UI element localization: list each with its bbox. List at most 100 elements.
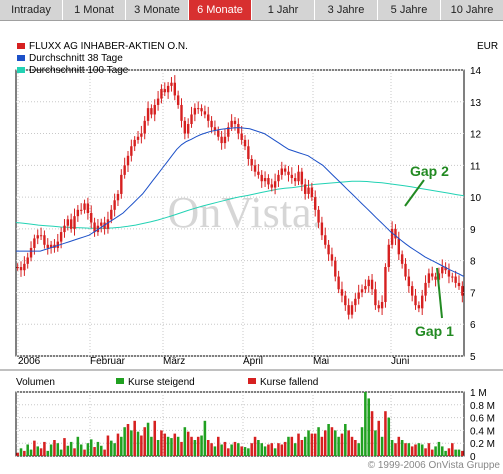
volume-bar — [380, 436, 384, 456]
volume-bar — [317, 427, 320, 456]
candle-body — [16, 267, 19, 269]
volume-bar — [237, 443, 240, 456]
chart-legend: FLUXX AG INHABER-AKTIEN O.N. Durchschnit… — [17, 41, 188, 76]
volume-y-tick-label: 0.4 M — [470, 426, 495, 437]
tab-10-jahre[interactable]: 10 Jahre — [450, 4, 494, 16]
tab-1-jahr[interactable]: 1 Jahr — [252, 0, 315, 20]
candle-body — [263, 178, 267, 182]
candle-body — [186, 124, 190, 134]
candle-body — [76, 209, 80, 217]
candle-body — [273, 181, 277, 188]
volume-bar — [86, 443, 90, 456]
volume-bar — [390, 440, 394, 456]
candle-body — [297, 171, 300, 182]
volume-swatch-rising — [116, 378, 124, 384]
candle-body — [46, 244, 49, 248]
candle-body — [173, 82, 177, 96]
volume-bar — [116, 433, 120, 456]
candle-body — [83, 203, 86, 210]
volume-y-tick-label: 0 — [470, 452, 476, 463]
candle-body — [267, 178, 270, 185]
volume-bar — [263, 446, 267, 456]
gap1-label: Gap 1 — [415, 323, 454, 339]
volume-bar — [39, 448, 43, 456]
volume-bar — [340, 433, 344, 456]
volume-bar — [113, 443, 116, 456]
candle-body — [163, 89, 166, 93]
volume-bar — [76, 436, 80, 456]
volume-bar — [123, 427, 126, 456]
volume-y-tick-label: 0.6 M — [470, 414, 495, 425]
candle-body — [374, 289, 377, 306]
y-tick-label: 7 — [470, 288, 476, 299]
volume-y-tick-label: 0.8 M — [470, 401, 495, 412]
tab-5-jahre[interactable]: 5 Jahre — [378, 0, 441, 20]
tab-6-monate[interactable]: 6 Monate — [189, 0, 252, 20]
gap1-arrow — [436, 267, 443, 319]
candle-body — [193, 108, 197, 115]
candle-body — [116, 193, 120, 201]
candle-body — [86, 203, 90, 213]
tab-1-monat[interactable]: 1 Monat — [63, 0, 126, 20]
volume-bar — [300, 440, 304, 456]
volume-bar — [89, 439, 93, 456]
candle-body — [153, 104, 156, 115]
candle-body — [146, 108, 150, 121]
tab-3-jahre[interactable]: 3 Jahre — [315, 0, 378, 20]
candle-body — [397, 238, 401, 255]
candle-body — [354, 298, 357, 306]
volume-y-ticks: 0 0.2 M 0.4 M0.6 M 0.8 M 1 M — [470, 388, 495, 463]
candle-body — [59, 232, 63, 242]
candle-body — [200, 108, 203, 112]
candle-body — [69, 219, 73, 229]
volume-bar — [49, 444, 53, 456]
volume-bar — [277, 443, 280, 456]
volume-bar — [79, 444, 83, 456]
volume-bar — [357, 443, 360, 456]
candle-body — [334, 260, 337, 277]
volume-bar — [176, 436, 180, 456]
ma38-line — [16, 127, 465, 278]
candle-body — [407, 276, 411, 287]
volume-bar — [16, 452, 19, 456]
volume-legend-falling: Kurse fallend — [260, 377, 318, 388]
volume-bar — [420, 444, 424, 456]
candle-body — [217, 130, 220, 137]
candle-body — [434, 276, 437, 280]
currency-label: EUR — [477, 41, 498, 52]
volume-bar — [280, 444, 284, 456]
candle-body — [377, 305, 380, 309]
volume-bar — [440, 446, 444, 456]
volume-bar — [203, 420, 207, 456]
volume-bar — [103, 449, 106, 456]
candle-body — [183, 120, 187, 134]
candle-body — [156, 98, 160, 105]
ma38-layer — [16, 127, 465, 278]
volume-bar — [106, 435, 110, 456]
volume-bar — [170, 438, 173, 456]
legend-swatch-ma38 — [17, 55, 25, 61]
candle-body — [130, 146, 133, 156]
candle-body — [210, 120, 213, 128]
candle-body — [203, 111, 207, 115]
volume-bar — [337, 436, 340, 456]
volume-bar — [427, 443, 431, 456]
volume-bar — [130, 430, 133, 456]
x-tick-label: Juni — [391, 356, 409, 367]
volume-bar — [133, 420, 136, 456]
timeframe-tabs: Intraday 1 Monat 3 Monate 6 Monate 1 Jahr 3 J… — [0, 0, 503, 21]
y-tick-label: 10 — [470, 193, 482, 204]
volume-legend: Volumen Kurse steigend Kurse fallend — [16, 377, 318, 388]
tab-3-monate[interactable]: 3 Monate — [126, 0, 189, 20]
candle-body — [207, 114, 210, 121]
candle-body — [113, 200, 116, 210]
candle-body — [143, 120, 146, 134]
tab-intraday[interactable]: Intraday — [0, 0, 63, 20]
volume-bar — [23, 450, 26, 456]
y-tick-label: 9 — [470, 225, 476, 236]
y-tick-label: 14 — [470, 66, 482, 77]
volume-bar — [73, 448, 76, 456]
volume-legend-rising: Kurse steigend — [128, 377, 195, 388]
candle-body — [461, 286, 464, 296]
volume-bar — [183, 427, 187, 456]
